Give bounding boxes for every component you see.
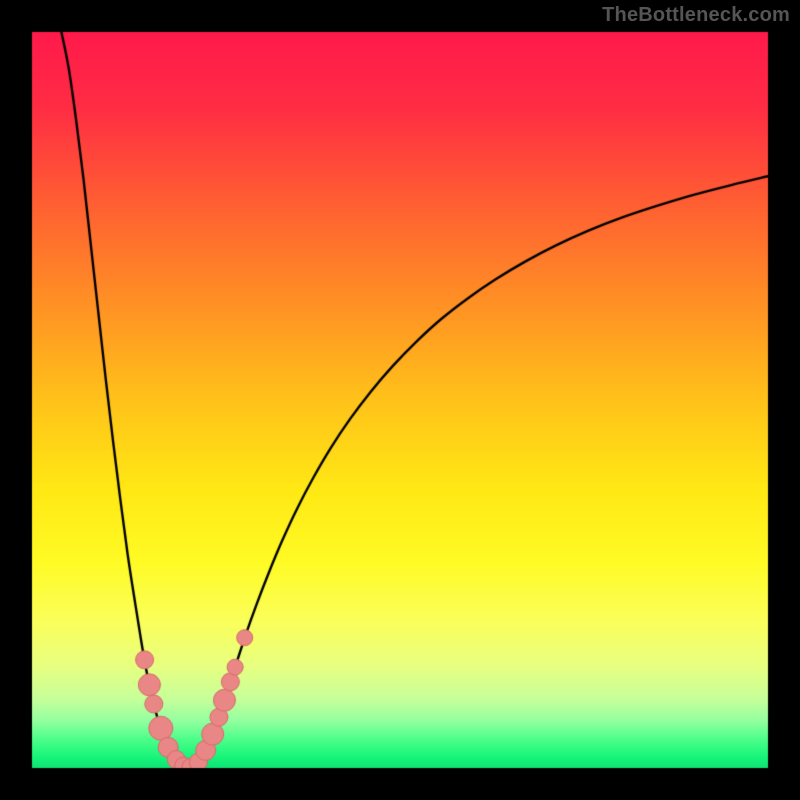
chart-stage: TheBottleneck.com [0,0,800,800]
bottleneck-curve-chart [0,0,800,800]
